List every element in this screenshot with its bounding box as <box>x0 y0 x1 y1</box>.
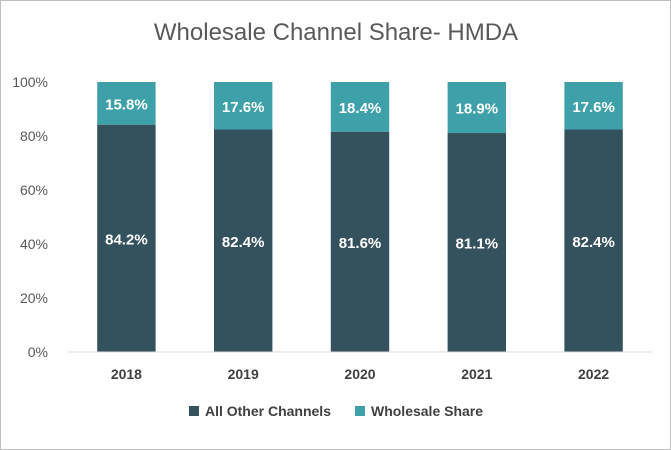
legend-item: All Other Channels <box>188 403 331 419</box>
bar-segment <box>447 133 506 352</box>
bar-segment <box>97 82 156 125</box>
data-label: 82.4% <box>572 234 615 251</box>
legend-swatch <box>188 406 199 416</box>
legend-label: Wholesale Share <box>371 403 483 419</box>
legend: All Other Channels Wholesale Share <box>188 403 483 419</box>
data-label: 17.6% <box>222 99 265 116</box>
y-tick-label: 80% <box>20 128 48 144</box>
x-tick-label: 2021 <box>461 366 492 382</box>
y-tick-label: 20% <box>20 290 48 306</box>
bar-segment <box>330 131 390 352</box>
bar-segment <box>564 129 623 352</box>
data-label: 81.1% <box>456 236 499 253</box>
data-label: 17.6% <box>572 99 615 116</box>
data-label: 18.9% <box>456 101 499 118</box>
bar-segment <box>330 82 390 132</box>
bar-segment <box>447 82 506 134</box>
legend-item: Wholesale Share <box>354 403 483 419</box>
bar-segment <box>214 129 273 352</box>
data-label: 18.4% <box>339 100 382 117</box>
data-label: 82.4% <box>222 234 265 251</box>
y-tick-label: 40% <box>20 236 48 252</box>
bars: 84.2% 15.8% 82.4% 17.6% 81.6% 18.4% 81.1% 18.9%… <box>97 82 623 352</box>
x-tick-label: 2020 <box>344 366 375 382</box>
legend-swatch <box>354 406 365 416</box>
x-axis: 2018 2019 2020 2021 2022 <box>68 351 652 382</box>
chart-title: Wholesale Channel Share- HMDA <box>154 19 518 46</box>
data-label: 15.8% <box>105 96 148 113</box>
bar-segment <box>564 82 623 130</box>
y-tick-label: 100% <box>12 74 48 90</box>
x-tick-label: 2019 <box>228 366 259 382</box>
y-tick-label: 0% <box>28 344 48 360</box>
bar-segment <box>97 124 156 352</box>
x-tick-label: 2022 <box>578 366 609 382</box>
data-label: 84.2% <box>105 231 148 248</box>
x-tick-label: 2018 <box>111 366 142 382</box>
data-label: 81.6% <box>339 235 382 252</box>
y-tick-label: 60% <box>20 182 48 198</box>
y-axis: 0% 20% 40% 60% 80% 100% <box>12 74 48 360</box>
legend-label: All Other Channels <box>205 403 331 419</box>
bar-segment <box>214 82 273 130</box>
